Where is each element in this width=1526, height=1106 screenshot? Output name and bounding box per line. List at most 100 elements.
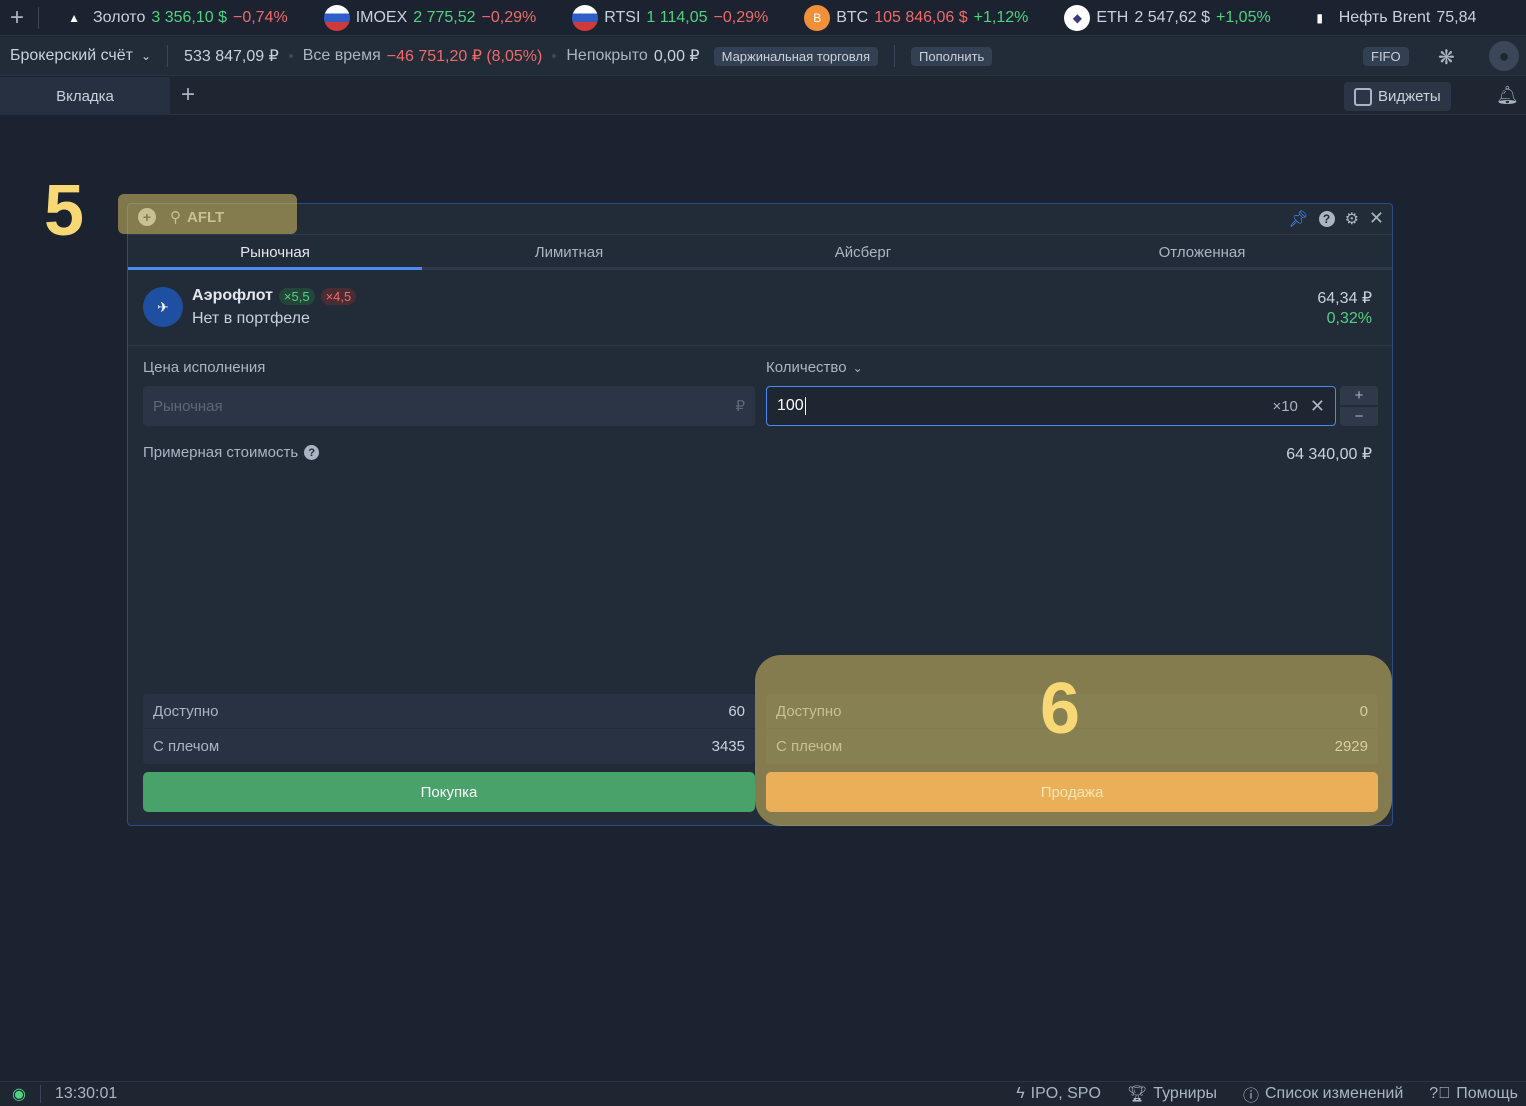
deposit-button[interactable]: Пополнить [911,46,993,66]
all-time-value: −46 751,20 ₽ (8,05%) [386,48,543,65]
separator-dot [288,54,293,58]
tab-pending[interactable]: Отложенная [1010,234,1394,270]
help-link[interactable]: ?⃝ Помощь [1429,1085,1518,1103]
ticker-item-rtsi[interactable]: RTSI 1 114,05 −0,29% [572,4,768,31]
account-selector[interactable]: Брокерский счёт ⌄ [10,47,151,65]
help-icon[interactable]: ? [304,445,320,460]
workspace-tabs: Вкладка + Виджеты 🔔︎ [0,77,1526,115]
separator-dot [552,54,557,58]
link-label: Список изменений [1265,1085,1404,1102]
ticker-item-btc[interactable]: B BTC 105 846,06 $ +1,12% [804,4,1029,31]
add-tab-icon[interactable]: + [181,81,196,108]
buy-available-value: 60 [728,702,745,720]
ticker-name: Золото [93,8,146,26]
bell-icon[interactable]: 🔔︎ [1496,85,1519,105]
russia-flag-icon [323,4,350,31]
avatar[interactable]: ● [1489,41,1519,71]
price-label: Цена исполнения [143,359,266,376]
fifo-button[interactable]: FIFO [1363,47,1409,66]
buy-label: Покупка [420,783,478,801]
aeroflot-logo: ✈ [143,287,183,327]
tab-limit[interactable]: Лимитная [422,234,716,270]
buy-leverage-label: С плечом [153,738,220,755]
instrument-title: Аэрофлот ×5,5 ×4,5 [192,287,357,305]
buy-button[interactable]: Покупка [143,772,755,812]
lightning-icon: ϟ [1016,1085,1025,1102]
ticker-item-imoex[interactable]: IMOEX 2 775,52 −0,29% [323,4,537,31]
portfolio-status: Нет в портфеле [192,310,310,327]
trophy-icon: 🏆︎ [1126,1086,1148,1103]
ticker-change: +1,05% [1215,8,1271,26]
divider [167,45,169,67]
widget-controls: 📌︎ ? ⚙ ✕ [1288,208,1384,229]
ticker-change: −0,29% [481,8,537,26]
ticker-item-eth[interactable]: ◆ ETH 2 547,62 $ +1,05% [1064,4,1271,31]
add-ticker-icon[interactable]: + [10,3,25,31]
widgets-button[interactable]: Виджеты [1344,82,1451,111]
annotation-6: 6 [1040,669,1081,749]
tab-label: Отложенная [1158,243,1246,261]
ticker-change: +1,12% [973,8,1029,26]
ticker-name: IMOEX [355,8,408,26]
changelog-link[interactable]: ⓘ Список изменений [1243,1082,1403,1106]
short-leverage-badge: ×4,5 [320,287,357,305]
long-leverage-badge: ×5,5 [278,287,315,305]
instrument-name: Аэрофлот [192,287,273,304]
clear-icon[interactable]: ✕ [1309,395,1325,416]
ticker-name: ETH [1096,8,1129,26]
quantity-value: 100 [777,397,806,415]
increment-button[interactable]: + [1340,386,1378,405]
price-placeholder: Рыночная [153,397,223,415]
divider [38,6,40,29]
clock: 13:30:01 [54,1085,118,1102]
estimated-cost: Примерная стоимость ? [143,444,320,461]
bitcoin-icon: B [804,4,831,31]
ticker-item-gold[interactable]: ▲ Золото 3 356,10 $ −0,74% [61,4,288,31]
snowflake-icon[interactable]: ❋ [1438,47,1455,69]
ethereum-icon: ◆ [1064,4,1091,31]
tab-vkladka[interactable]: Вкладка [0,77,170,115]
tab-market[interactable]: Рыночная [128,234,422,270]
ipo-link[interactable]: ϟ IPO, SPO [1016,1085,1101,1103]
uncovered-value: 0,00 ₽ [653,48,700,65]
ticker-name: BTC [836,8,869,26]
annotation-5: 5 [44,171,85,251]
tab-label: Вкладка [56,87,114,105]
uncovered-label: Непокрыто [566,47,648,64]
russia-flag-icon [572,4,599,31]
ticker-bar: + ▲ Золото 3 356,10 $ −0,74% IMOEX 2 775… [0,0,1526,36]
ticker-price: 2 547,62 $ [1134,8,1210,26]
quantity-input[interactable]: 100 ×10 ✕ [766,386,1336,426]
ticker-price: 3 356,10 $ [151,8,227,26]
decrement-button[interactable]: − [1340,407,1378,426]
status-bar: ◉ 13:30:01 ϟ IPO, SPO 🏆︎ Турниры ⓘ Список и… [0,1081,1526,1106]
tournaments-link[interactable]: 🏆︎ Турниры [1127,1084,1217,1104]
margin-trading-button[interactable]: Маржинальная торговля [713,46,879,66]
link-label: Помощь [1456,1085,1518,1102]
ticker-item-brent[interactable]: ▮ Нефть Brent 75,84 [1306,4,1476,31]
estimated-cost-label: Примерная стоимость [143,444,299,461]
pin-icon[interactable]: 📌︎ [1288,210,1309,228]
account-name: Брокерский счёт [10,47,133,64]
price-input[interactable]: Рыночная ₽ [143,386,755,426]
close-icon[interactable]: ✕ [1368,208,1384,228]
quantity-mode-selector[interactable]: Количество ⌄ [766,359,863,376]
help-icon[interactable]: ? [1318,210,1335,227]
estimated-cost-value: 64 340,00 ₽ [1286,446,1372,463]
annotation-highlight-sell [755,655,1392,826]
divider [128,234,1392,235]
chevron-down-icon: ⌄ [140,49,152,63]
ticker-name: RTSI [604,8,641,26]
tab-label: Айсберг [834,243,892,261]
divider [39,1085,41,1103]
quantity-label: Количество [766,359,847,376]
connection-icon: ◉ [12,1086,26,1103]
buy-stats: Доступно 60 С плечом 3435 [143,694,755,764]
buy-available-label: Доступно [153,702,219,720]
gear-icon[interactable]: ⚙ [1344,210,1359,228]
ticker-price: 105 846,06 $ [874,8,968,26]
buy-leverage-value: 3435 [711,738,745,755]
help-icon: ?⃝ [1429,1085,1451,1102]
tab-iceberg[interactable]: Айсберг [716,234,1010,270]
widgets-icon [1354,87,1372,106]
